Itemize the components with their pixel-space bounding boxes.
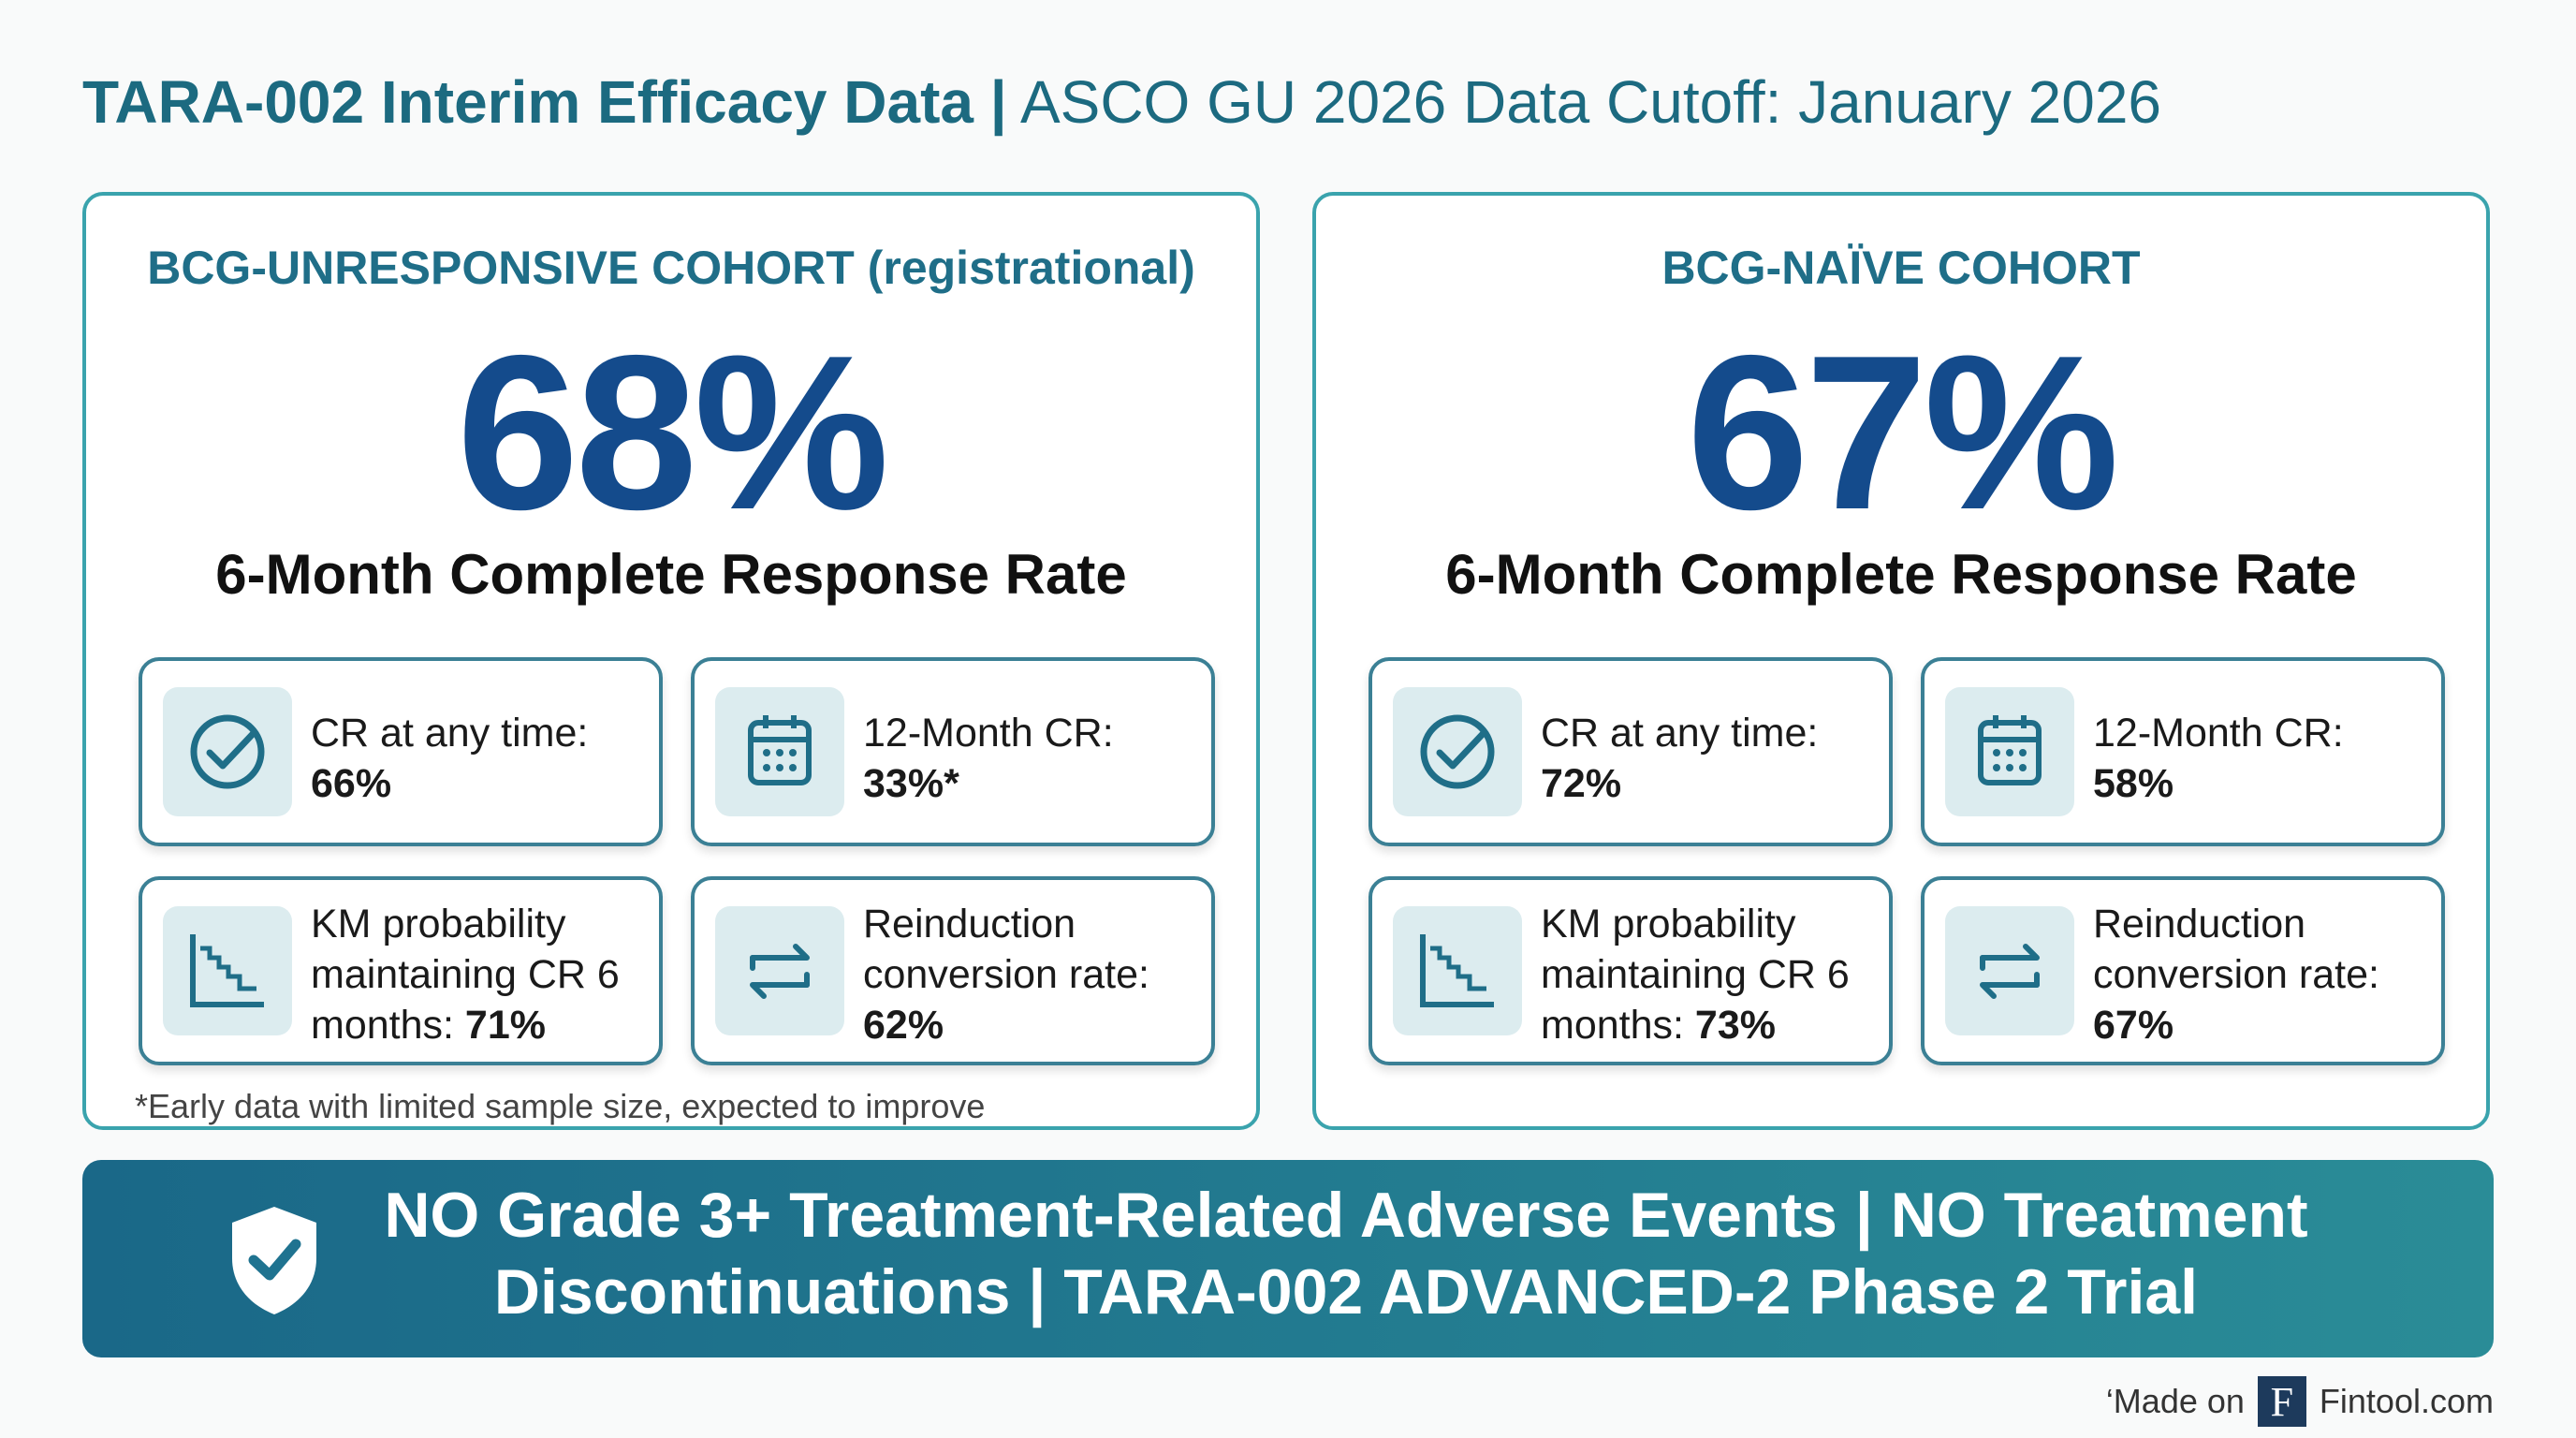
metric-card: KM probability maintaining CR 6 months: … xyxy=(139,876,663,1065)
title: TARA-002 Interim Efficacy Data | ASCO GU… xyxy=(82,67,2161,137)
metric-label: Reinduction conversion rate: xyxy=(2093,902,2379,997)
metric-icon xyxy=(1945,906,2074,1035)
title-bold: TARA-002 Interim Efficacy Data xyxy=(82,68,973,136)
cohort-panel: BCG-NAÏVE COHORT 67% 6-Month Complete Re… xyxy=(1312,192,2490,1130)
cohort-panel: BCG-UNRESPONSIVE COHORT (registrational)… xyxy=(82,192,1260,1130)
metric-text: KM probability maintaining CR 6 months: … xyxy=(311,899,657,1050)
metric-value: 73% xyxy=(1694,1003,1776,1048)
metric-card: 12-Month CR: 58% xyxy=(1921,657,2445,846)
metric-value: 71% xyxy=(464,1003,546,1048)
metric-label: CR at any time: xyxy=(1541,711,1819,756)
metric-text: KM probability maintaining CR 6 months: … xyxy=(1541,899,1887,1050)
metric-value: 33%* xyxy=(863,761,959,806)
cohort-heading: BCG-UNRESPONSIVE COHORT (registrational) xyxy=(147,242,1195,294)
metric-icon xyxy=(1393,687,1522,816)
metric-value: 62% xyxy=(863,1003,944,1048)
metric-text: Reinduction conversion rate: 62% xyxy=(863,899,1209,1050)
metric-label: 12-Month CR: xyxy=(863,711,1114,756)
metric-label: Reinduction conversion rate: xyxy=(863,902,1149,997)
footnote: *Early data with limited sample size, ex… xyxy=(135,1087,986,1125)
metric-text: CR at any time: 66% xyxy=(311,708,657,809)
metric-value: 72% xyxy=(1541,761,1622,806)
metric-label: KM probability maintaining CR 6 months: xyxy=(1541,902,1850,1048)
metric-label: KM probability maintaining CR 6 months: xyxy=(311,902,620,1048)
title-regular: ASCO GU 2026 Data Cutoff: January 2026 xyxy=(1019,68,2161,136)
banner: NO Grade 3+ Treatment-Related Adverse Ev… xyxy=(82,1160,2494,1357)
metric-text: 12-Month CR: 33%* xyxy=(863,708,1209,809)
metric-icon xyxy=(163,906,292,1035)
headline-label: 6-Month Complete Response Rate xyxy=(215,543,1127,606)
headline-value: 68% xyxy=(456,309,889,555)
logo: F xyxy=(2257,1376,2306,1427)
shield-icon xyxy=(232,1207,316,1314)
metric-value: 66% xyxy=(311,761,392,806)
metric-text: Reinduction conversion rate: 67% xyxy=(2093,899,2439,1050)
metric-icon xyxy=(1945,687,2074,816)
metric-icon xyxy=(163,687,292,816)
metric-label: 12-Month CR: xyxy=(2093,711,2344,756)
metric-card: Reinduction conversion rate: 62% xyxy=(691,876,1215,1065)
metric-card: CR at any time: 72% xyxy=(1368,657,1893,846)
footer: ‘Made on F Fintool.com xyxy=(2106,1376,2494,1427)
metric-card: KM probability maintaining CR 6 months: … xyxy=(1368,876,1893,1065)
banner-text: NO Grade 3+ Treatment-Related Adverse Ev… xyxy=(384,1180,2308,1328)
metric-value: 58% xyxy=(2093,761,2174,806)
metric-card: CR at any time: 66% xyxy=(139,657,663,846)
made-on: ‘Made on xyxy=(2105,1382,2245,1420)
separator: | xyxy=(989,68,1007,136)
metric-text: 12-Month CR: 58% xyxy=(2093,708,2439,809)
metric-text: CR at any time: 72% xyxy=(1541,708,1887,809)
metric-icon xyxy=(715,687,844,816)
brand: Fintool.com xyxy=(2319,1382,2494,1420)
metric-icon xyxy=(715,906,844,1035)
cohort-heading: BCG-NAÏVE COHORT xyxy=(1661,242,2141,294)
metric-label: CR at any time: xyxy=(311,711,589,756)
metric-value: 67% xyxy=(2093,1003,2174,1048)
headline-label: 6-Month Complete Response Rate xyxy=(1445,543,2357,606)
metric-card: 12-Month CR: 33%* xyxy=(691,657,1215,846)
headline-value: 67% xyxy=(1686,309,2119,555)
metric-icon xyxy=(1393,906,1522,1035)
metric-card: Reinduction conversion rate: 67% xyxy=(1921,876,2445,1065)
